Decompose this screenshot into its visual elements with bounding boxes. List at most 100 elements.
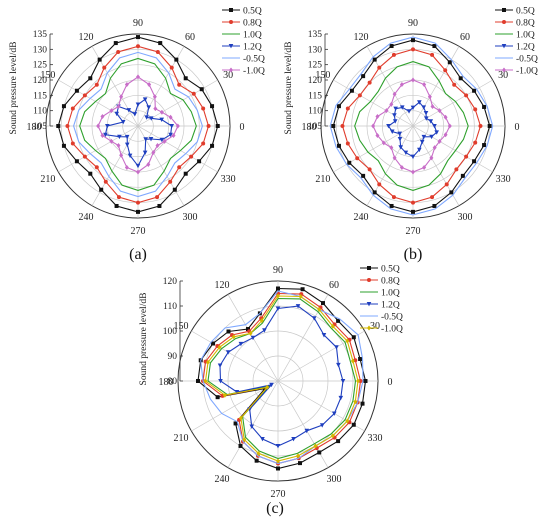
- data-point: [201, 106, 206, 111]
- data-point: [384, 108, 389, 114]
- data-point: [399, 164, 404, 170]
- data-point: [473, 140, 478, 145]
- data-point: [338, 395, 344, 401]
- data-point: [482, 143, 487, 148]
- data-point: [449, 190, 454, 195]
- angle-tick-label: 30: [223, 70, 233, 81]
- data-point: [464, 154, 469, 159]
- data-point: [263, 386, 268, 391]
- data-point: [393, 106, 398, 112]
- data-point: [391, 52, 396, 57]
- data-point: [295, 304, 301, 309]
- data-point: [183, 76, 188, 81]
- data-point: [70, 141, 75, 146]
- data-point: [345, 338, 350, 344]
- series-line: [354, 61, 469, 191]
- data-point: [88, 76, 93, 81]
- grid-spoke: [91, 125, 139, 206]
- data-point: [96, 123, 101, 129]
- data-point: [399, 82, 404, 88]
- grid-spoke: [137, 125, 218, 173]
- data-point: [411, 38, 415, 43]
- data-point: [124, 134, 130, 140]
- radial-tick-label: 115: [308, 91, 322, 101]
- data-point: [464, 93, 469, 98]
- data-point: [389, 129, 395, 134]
- data-point: [102, 65, 107, 70]
- data-point: [389, 44, 394, 49]
- data-point: [248, 330, 253, 336]
- data-point: [246, 327, 250, 332]
- angle-tick-label: 60: [329, 280, 339, 291]
- data-point: [349, 88, 354, 93]
- data-point: [372, 57, 377, 62]
- data-point: [65, 124, 70, 128]
- data-point: [171, 133, 176, 139]
- data-point: [330, 433, 335, 439]
- data-point: [211, 341, 216, 346]
- radial-tick-label: 125: [33, 61, 48, 71]
- angle-tick-label: 180: [159, 377, 174, 388]
- data-point: [82, 93, 87, 98]
- series-line: [73, 51, 203, 198]
- data-point: [361, 74, 366, 79]
- angle-tick-label: 240: [354, 212, 369, 223]
- data-point: [472, 88, 477, 93]
- angle-tick-label: 150: [40, 70, 55, 81]
- data-point: [82, 154, 87, 159]
- angle-tick-label: 210: [174, 433, 189, 444]
- data-point: [443, 114, 448, 120]
- data-point: [146, 105, 152, 110]
- angle-tick-label: 90: [133, 18, 143, 29]
- data-point: [146, 162, 151, 168]
- data-point: [392, 155, 397, 161]
- data-point: [142, 150, 148, 156]
- data-point: [109, 108, 114, 114]
- grid-spoke: [227, 380, 279, 468]
- data-point: [411, 77, 415, 83]
- data-point: [155, 143, 160, 149]
- data-point: [406, 109, 412, 114]
- data-point: [116, 195, 121, 200]
- panel-label-a: (a): [129, 246, 147, 263]
- data-point: [169, 65, 174, 70]
- data-point: [238, 415, 243, 421]
- data-point: [419, 139, 425, 145]
- data-point: [358, 379, 363, 383]
- data-point: [340, 379, 346, 384]
- data-point: [269, 382, 274, 388]
- data-point: [421, 134, 427, 140]
- data-point: [136, 209, 140, 214]
- data-point: [432, 124, 437, 129]
- radial-tick-label: 125: [308, 61, 323, 71]
- angle-tick-label: 90: [408, 18, 418, 29]
- data-point: [222, 392, 227, 398]
- data-point: [159, 109, 164, 115]
- angle-tick-label: 0: [388, 377, 393, 388]
- data-point: [430, 52, 435, 57]
- radial-tick-label: 100: [163, 327, 178, 337]
- data-point: [135, 163, 141, 169]
- data-point: [191, 91, 196, 96]
- data-point: [105, 124, 110, 129]
- data-point: [411, 200, 415, 205]
- data-point: [276, 286, 280, 291]
- data-point: [119, 152, 124, 158]
- data-point: [321, 301, 325, 306]
- data-point: [136, 44, 140, 49]
- data-point: [300, 287, 305, 292]
- data-point: [120, 120, 126, 125]
- legend-label: -0.5Q: [516, 55, 538, 65]
- angle-tick-label: 150: [174, 321, 189, 332]
- data-point: [428, 119, 434, 124]
- data-point: [260, 436, 265, 442]
- panel-label-b: (b): [404, 246, 423, 263]
- data-point: [345, 418, 350, 424]
- data-point: [275, 306, 281, 311]
- data-point: [411, 47, 415, 52]
- data-point: [126, 108, 132, 113]
- data-point: [444, 182, 449, 187]
- data-point: [392, 113, 397, 118]
- data-point: [321, 333, 327, 338]
- data-point: [360, 401, 365, 406]
